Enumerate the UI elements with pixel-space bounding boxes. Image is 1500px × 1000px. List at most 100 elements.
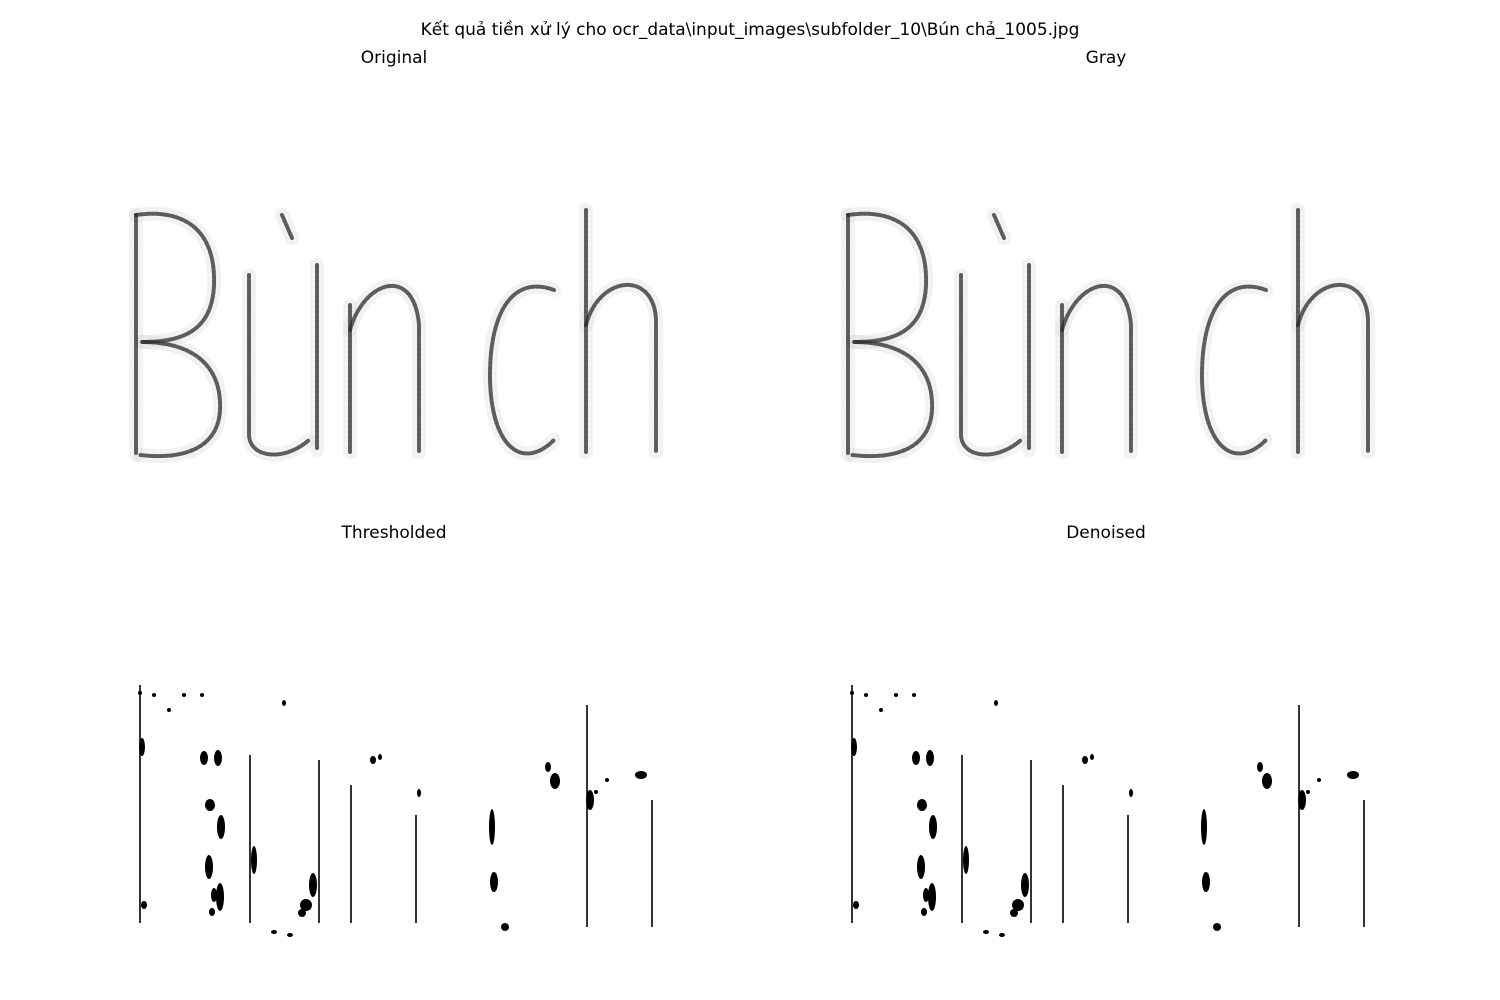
binary-speckle-26	[152, 693, 156, 697]
glyph-c-curve	[487, 284, 556, 456]
binary-speckle-20	[378, 754, 382, 760]
binary-speckle-22	[921, 908, 927, 916]
glyph-u-left-stem	[959, 273, 1023, 457]
panel-original-image	[114, 80, 674, 500]
binary-speckle-3	[205, 799, 215, 811]
glyph-u-left-stem-halo	[242, 268, 316, 462]
binary-speckle-20	[1090, 754, 1094, 760]
binary-speckle-33	[1129, 789, 1133, 797]
binary-speckle-19	[370, 756, 376, 764]
binary-speckle-33	[417, 789, 421, 797]
panel-title-thresholded: Thresholded	[341, 523, 447, 543]
glyph-h-arch-halo	[1291, 277, 1375, 459]
glyph-b-upper-bowl	[134, 211, 217, 344]
image-denoised	[850, 685, 1365, 937]
binary-speckle-1	[912, 751, 920, 765]
binary-speckle-1	[200, 751, 208, 765]
panel-thresholded-image	[114, 555, 674, 975]
binary-speckle-17	[1347, 771, 1359, 779]
binary-speckle-11	[1010, 909, 1018, 917]
glyph-h-arch	[584, 282, 658, 454]
glyph-u-left-stem	[247, 273, 311, 457]
glyph-acute-accent	[992, 213, 1006, 240]
binary-speckle-22	[209, 908, 215, 916]
glyph-n-arch-halo	[1055, 278, 1138, 459]
binary-speckle-18	[501, 923, 509, 931]
binary-speckle-6	[928, 883, 936, 911]
binary-speckle-32	[594, 790, 598, 794]
binary-speckle-21	[853, 901, 859, 909]
binary-speckle-4	[929, 815, 937, 839]
binary-speckle-10	[1012, 899, 1024, 911]
binary-speckle-14	[545, 762, 551, 772]
binary-speckle-9	[1021, 873, 1029, 897]
binary-speckle-14	[1257, 762, 1263, 772]
binary-speckle-25	[850, 691, 854, 695]
binary-speckle-18	[1213, 923, 1221, 931]
image-thresholded	[138, 685, 653, 937]
glyph-h-arch-halo	[579, 277, 663, 459]
binary-speckle-12	[489, 809, 495, 845]
binary-speckle-13	[1202, 872, 1210, 892]
binary-speckle-31	[1317, 778, 1321, 782]
binary-speckle-2	[214, 750, 222, 766]
binary-speckle-28	[894, 693, 898, 697]
binary-speckle-32	[1306, 790, 1310, 794]
binary-speckle-24	[999, 933, 1005, 937]
glyph-h-arch	[1296, 282, 1370, 454]
glyph-n-arch-halo	[343, 278, 426, 459]
binary-speckle-9	[309, 873, 317, 897]
image-gray	[841, 203, 1375, 463]
binary-speckle-6	[216, 883, 224, 911]
binary-speckle-17	[635, 771, 647, 779]
panel-title-denoised: Denoised	[1066, 523, 1146, 543]
binary-speckle-8	[251, 846, 257, 874]
binary-speckle-16	[1298, 790, 1306, 810]
binary-speckle-21	[141, 901, 147, 909]
glyph-b-lower-bowl	[138, 340, 223, 458]
binary-speckle-3	[917, 799, 927, 811]
binary-speckle-30	[282, 700, 286, 706]
panel-title-gray: Gray	[1085, 48, 1127, 68]
binary-speckle-19	[1082, 756, 1088, 764]
binary-speckle-29	[912, 693, 916, 697]
binary-speckle-0	[851, 738, 857, 756]
soft-text-layer	[129, 203, 663, 463]
binary-speckle-5	[917, 855, 925, 879]
binary-speckle-27	[167, 708, 171, 712]
binary-text-layer	[138, 685, 653, 937]
image-original	[129, 203, 663, 463]
binary-speckle-16	[586, 790, 594, 810]
glyph-b-lower-bowl	[850, 340, 935, 458]
figure-suptitle: Kết quả tiền xử lý cho ocr_data\input_im…	[420, 20, 1080, 40]
binary-speckle-24	[287, 933, 293, 937]
binary-speckle-15	[1262, 773, 1272, 789]
binary-speckle-0	[139, 738, 145, 756]
binary-speckle-28	[182, 693, 186, 697]
binary-speckle-5	[205, 855, 213, 879]
glyph-b-upper-bowl	[846, 211, 929, 344]
glyph-n-arch	[1060, 283, 1133, 454]
glyph-u-left-stem-halo	[954, 268, 1028, 462]
binary-speckle-31	[605, 778, 609, 782]
binary-speckle-11	[298, 909, 306, 917]
binary-speckle-10	[300, 899, 312, 911]
binary-speckle-7	[211, 888, 217, 902]
binary-speckle-25	[138, 691, 142, 695]
binary-speckle-27	[879, 708, 883, 712]
binary-speckle-13	[490, 872, 498, 892]
panel-gray-image	[826, 80, 1386, 500]
glyph-acute-accent	[280, 213, 294, 240]
glyph-c-curve	[1199, 284, 1268, 456]
soft-text-layer	[841, 203, 1375, 463]
panel-denoised-image	[826, 555, 1386, 975]
binary-speckle-7	[923, 888, 929, 902]
binary-speckle-23	[271, 930, 277, 934]
binary-speckle-4	[217, 815, 225, 839]
binary-speckle-15	[550, 773, 560, 789]
glyph-n-arch	[348, 283, 421, 454]
binary-speckle-23	[983, 930, 989, 934]
binary-speckle-8	[963, 846, 969, 874]
binary-speckle-2	[926, 750, 934, 766]
panel-title-original: Original	[360, 48, 428, 68]
